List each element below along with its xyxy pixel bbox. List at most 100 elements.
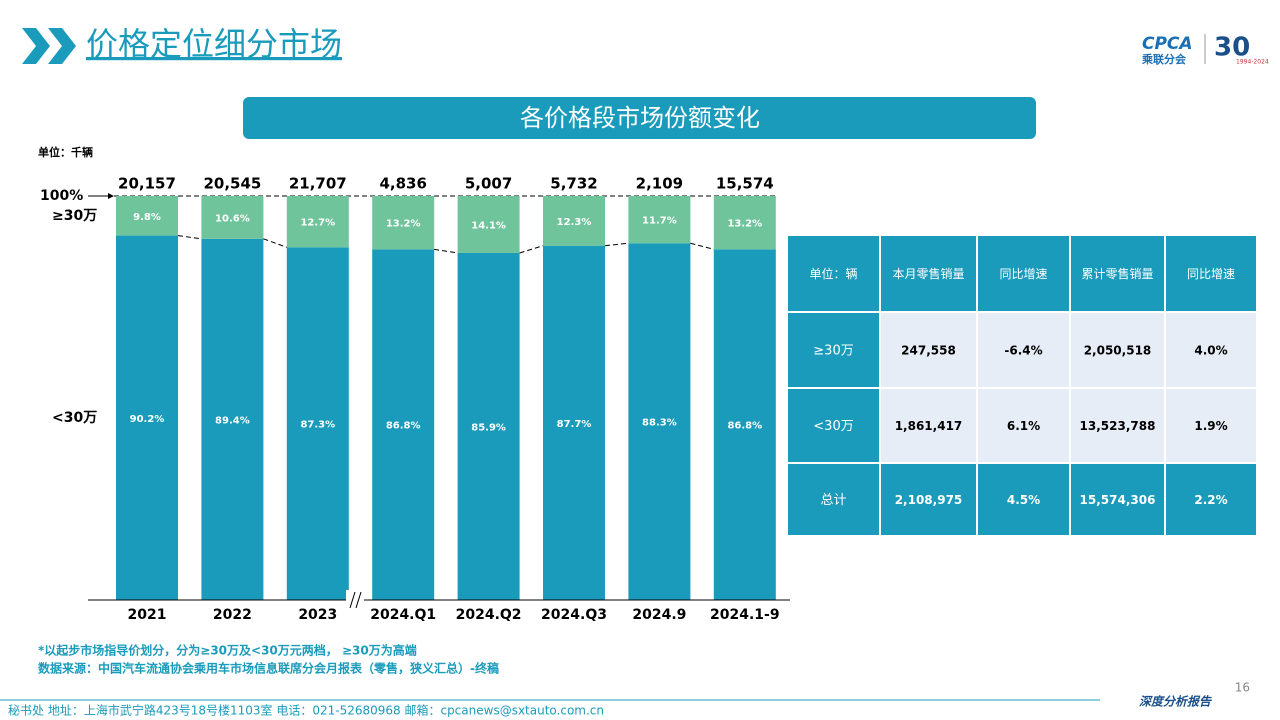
value-label: 86.8%: [727, 421, 762, 432]
total-label: 21,707: [289, 175, 347, 193]
table-cell: [881, 236, 976, 311]
bar-segment: [372, 196, 435, 250]
axis-break: [349, 591, 356, 609]
footer-tag: 深度分析报告: [1139, 695, 1213, 709]
bar-segment: [201, 196, 264, 239]
total-label: 15,574: [716, 175, 774, 193]
bar-segment: [457, 252, 520, 601]
value-label: 89.4%: [215, 415, 250, 426]
total-label: 5,007: [465, 175, 512, 193]
total-label: 2,109: [636, 175, 683, 193]
connector: [519, 245, 544, 254]
table-text: 1,861,417: [895, 419, 963, 433]
table-cell: [788, 236, 879, 311]
table-cell: [788, 313, 879, 387]
chart-title-banner: [243, 97, 1036, 139]
unit-label: 单位：千辆: [38, 145, 93, 159]
chevron: [22, 28, 50, 64]
page-number: 16: [1235, 681, 1250, 695]
connector: [434, 248, 458, 254]
table-cell: [788, 464, 879, 535]
value-label: 12.3%: [557, 217, 592, 228]
table-cell: [1071, 236, 1164, 311]
connector: [604, 242, 629, 247]
bar-segment: [628, 243, 691, 600]
table-text: 247,558: [901, 344, 956, 358]
table-text: 同比增速: [999, 267, 1047, 281]
table-text: 单位：辆: [809, 266, 857, 281]
x-tick-label: 2024.Q3: [541, 607, 607, 623]
page-title: 价格定位细分市场: [86, 25, 342, 63]
value-label: 85.9%: [471, 422, 506, 433]
anniversary: 30: [1214, 33, 1250, 63]
x-tick-label: 2022: [213, 607, 252, 623]
logo-text: CPCA: [1142, 34, 1193, 54]
bar-segment: [372, 249, 435, 600]
bar-segment: [543, 245, 605, 600]
bar-segment: [713, 249, 776, 600]
table-cell: [1166, 464, 1256, 535]
value-label: 10.6%: [215, 213, 250, 224]
table-text: 2,108,975: [895, 493, 963, 507]
value-label: 13.2%: [727, 219, 762, 230]
bar-segment: [201, 238, 264, 600]
chart-title: 各价格段市场份额变化: [520, 104, 760, 132]
bar-segment: [116, 196, 178, 236]
table-cell: [1166, 236, 1256, 311]
value-label: 88.3%: [642, 418, 677, 429]
table-cell: [1071, 389, 1164, 462]
legend-label: <30万: [52, 410, 97, 426]
table-text: 13,523,788: [1080, 419, 1156, 433]
connector: [177, 235, 202, 240]
logo-sub: 乘联分会: [1141, 52, 1187, 66]
table-cell: [978, 236, 1069, 311]
anniversary-years: 1994-2024: [1236, 59, 1269, 66]
table-text: 2.2%: [1194, 493, 1227, 507]
chevron: [48, 28, 76, 64]
value-label: 86.8%: [386, 421, 421, 432]
value-label: 12.7%: [300, 218, 335, 229]
bar-segment: [286, 196, 349, 248]
x-tick-label: 2024.1-9: [710, 607, 780, 623]
value-label: 14.1%: [471, 220, 506, 231]
table-cell: [881, 464, 976, 535]
bar-segment: [713, 196, 776, 250]
table-cell: [881, 389, 976, 462]
bar-segment: [543, 196, 605, 246]
bar-segment: [457, 196, 520, 253]
table-cell: [1166, 389, 1256, 462]
table-text: 累计零售销量: [1081, 266, 1153, 281]
table-cell: [788, 389, 879, 462]
table-text: 本月零售销量: [892, 266, 964, 281]
total-label: 20,157: [118, 175, 176, 193]
footnote: *以起步市场指导价划分，分为≥30万及<30万元两档， ≥30万为高端: [38, 643, 417, 658]
table-cell: [1071, 464, 1164, 535]
axis-break: [355, 591, 362, 609]
table-text: <30万: [813, 419, 853, 434]
total-label: 20,545: [203, 175, 261, 193]
table-text: 2,050,518: [1084, 344, 1152, 358]
table-text: 同比增速: [1187, 267, 1235, 281]
chart: 100% ≥30万 <30万 90.2% 9.8% 20,157 2021 89.4% 10.6…: [40, 175, 780, 624]
footnote: 数据来源：中国汽车流通协会乘用车市场信息联席分会月报表（零售，狭义汇总）-终稿: [38, 661, 499, 676]
legend-label: ≥30万: [52, 208, 97, 224]
value-label: 11.7%: [642, 216, 677, 227]
table-text: 15,574,306: [1080, 493, 1156, 507]
value-label: 87.3%: [300, 420, 335, 431]
x-tick-label: 2024.Q1: [370, 607, 436, 623]
table-cell: [1166, 313, 1256, 387]
table-text: ≥30万: [813, 344, 853, 359]
table-cell: [978, 464, 1069, 535]
x-tick-label: 2023: [298, 607, 337, 623]
table-text: 总计: [820, 493, 846, 508]
footer-contact: 秘书处 地址：上海市武宁路423号18号楼1103室 电话：021-526809…: [8, 703, 604, 718]
table: 单位：辆 本月零售销量 同比增速 累计零售销量 同比增速 ≥30万 247,558 -6.4%…: [788, 236, 1256, 535]
table-cell: [978, 313, 1069, 387]
table-cell: [1071, 313, 1164, 387]
y-tick-label: 100%: [40, 188, 83, 204]
table-text: 4.5%: [1007, 493, 1040, 507]
connector: [690, 242, 714, 250]
table-text: 1.9%: [1194, 419, 1227, 433]
tick-arrowhead: [108, 193, 114, 199]
